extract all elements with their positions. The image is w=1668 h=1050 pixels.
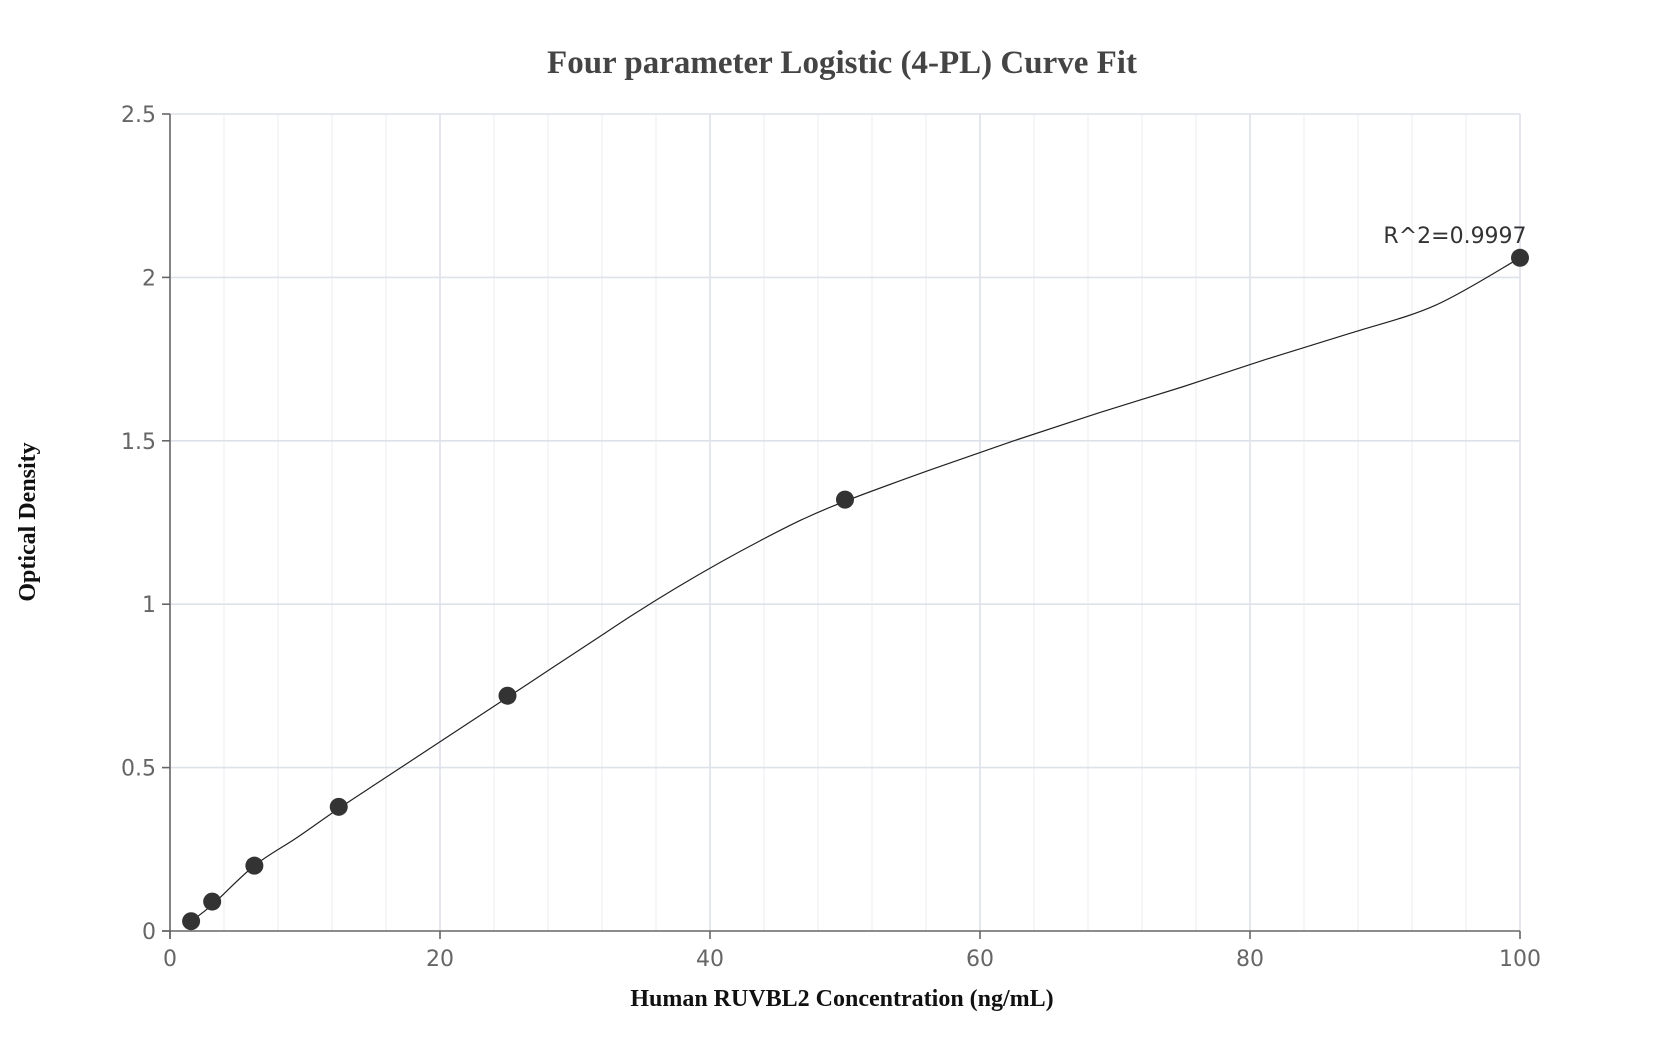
axes <box>162 114 1520 939</box>
y-tick-label: 0 <box>142 920 156 945</box>
data-point <box>329 797 348 816</box>
data-point <box>1511 248 1529 267</box>
y-tick-label: 1.5 <box>121 430 156 455</box>
data-point <box>498 686 517 705</box>
annotations: R^2=0.9997 <box>1383 224 1526 249</box>
y-axis-title: Optical Density <box>15 442 41 601</box>
x-tick-label: 80 <box>1236 947 1264 972</box>
x-axis-title: Human RUVBL2 Concentration (ng/mL) <box>630 986 1053 1012</box>
data-points <box>182 248 1529 931</box>
y-tick-label: 0.5 <box>121 757 156 782</box>
major-grid <box>170 113 1521 931</box>
chart-title: Four parameter Logistic (4-PL) Curve Fit <box>547 45 1137 81</box>
y-tick-label: 2.5 <box>121 103 156 128</box>
minor-grid <box>223 114 1467 931</box>
fit-curve <box>190 257 1521 922</box>
x-tick-label: 0 <box>163 947 177 972</box>
data-point <box>182 912 201 931</box>
x-tick-label: 40 <box>696 947 724 972</box>
y-tick-label: 1 <box>142 593 156 618</box>
x-tick-label: 20 <box>426 947 454 972</box>
x-tick-label: 60 <box>966 947 994 972</box>
y-tick-label: 2 <box>142 266 156 291</box>
x-tick-label: 100 <box>1499 947 1541 972</box>
fit-curve-layer <box>190 257 1521 922</box>
axis-ticks: 0 20 40 60 80 100 0 0.5 1 1.5 2 2.5 <box>121 103 1541 972</box>
r-squared-annotation: R^2=0.9997 <box>1383 224 1526 249</box>
data-point <box>245 856 264 875</box>
data-point <box>203 892 222 911</box>
data-point <box>836 490 854 509</box>
